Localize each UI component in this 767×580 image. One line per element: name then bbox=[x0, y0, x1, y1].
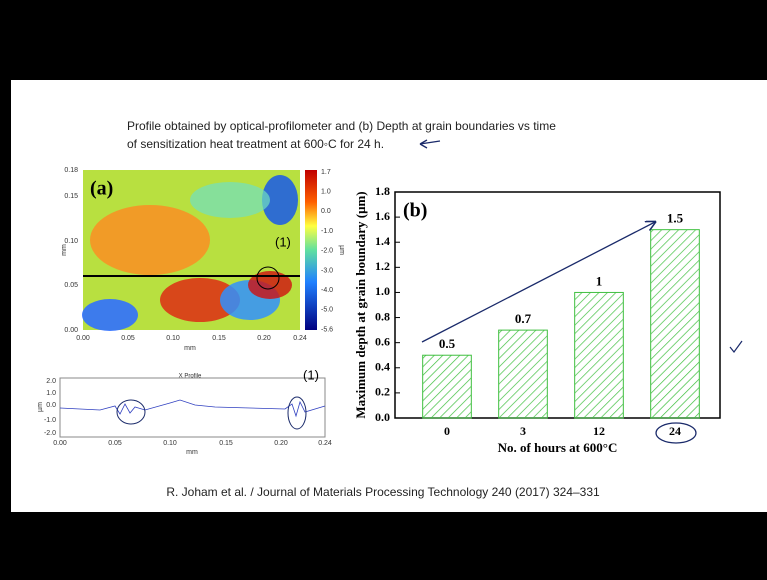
bar bbox=[498, 329, 548, 419]
y-tick-label: 0.8 bbox=[375, 309, 390, 323]
colorbar-tick-label: -2.0 bbox=[321, 248, 333, 255]
y-tick-label: 1.8 bbox=[375, 184, 390, 198]
caption-line: of sensitization heat treatment at 600◦C… bbox=[127, 137, 384, 151]
map-y-tick-label: 0.00 bbox=[64, 327, 78, 334]
colorbar-tick-label: -4.0 bbox=[321, 287, 333, 294]
hand-arrow bbox=[421, 222, 655, 343]
value-label: 0.5 bbox=[439, 336, 456, 351]
value-label: 1.5 bbox=[667, 211, 684, 226]
map-panel-label: (a) bbox=[90, 178, 113, 200]
panel-label: (b) bbox=[403, 200, 427, 222]
y-tick-label: 1.6 bbox=[375, 209, 390, 223]
profile-x-unit: mm bbox=[186, 449, 198, 456]
caption-line: Profile obtained by optical-profilometer… bbox=[127, 119, 556, 133]
profile-y-tick-label: 0.0 bbox=[46, 402, 56, 409]
map-y-tick-label: 0.15 bbox=[64, 193, 78, 200]
map-y-tick-label: 0.18 bbox=[64, 167, 78, 174]
colorbar-tick-label: 1.0 bbox=[321, 189, 331, 196]
profile-y-tick-label: 2.0 bbox=[46, 378, 56, 385]
map-y-tick-label: 0.10 bbox=[64, 238, 78, 245]
plot-frame bbox=[394, 191, 721, 419]
value-label: 0.7 bbox=[515, 311, 532, 326]
y-tick-label: 0.4 bbox=[375, 360, 390, 374]
colorbar-tick-label: -5.6 bbox=[321, 326, 333, 333]
bar bbox=[422, 354, 472, 419]
y-axis-label: Maximum depth at grain boundary (μm) bbox=[353, 191, 368, 418]
colorbar-unit: µm bbox=[338, 245, 345, 255]
profile-y-tick-label: 1.0 bbox=[46, 390, 56, 397]
profile-x-tick-label: 0.10 bbox=[163, 440, 177, 447]
x-tick-label: 0 bbox=[444, 424, 450, 438]
profile-y-unit: µm bbox=[37, 402, 44, 412]
colorbar-tick-label: -3.0 bbox=[321, 267, 333, 274]
map-x-tick-label: 0.05 bbox=[121, 335, 135, 342]
x-axis-label: No. of hours at 600°C bbox=[498, 440, 618, 455]
x-tick-label: 12 bbox=[593, 424, 605, 438]
map-x-tick-label: 0.24 bbox=[293, 335, 307, 342]
map-x-tick-label: 0.00 bbox=[76, 335, 90, 342]
y-tick-label: 0.0 bbox=[375, 410, 390, 424]
hand-circle bbox=[655, 422, 697, 444]
profile-plot bbox=[59, 377, 326, 438]
value-label: 1 bbox=[596, 273, 603, 288]
x-tick-label: 3 bbox=[520, 424, 526, 438]
profile-title: X Profile bbox=[179, 374, 202, 380]
profile-y-tick-label: -1.0 bbox=[44, 417, 56, 424]
map-x-tick-label: 0.20 bbox=[257, 335, 271, 342]
y-tick-label: 0.6 bbox=[375, 334, 390, 348]
map-marker: (1) bbox=[275, 234, 291, 249]
map-y-tick-label: 0.05 bbox=[64, 282, 78, 289]
x-tick-label: 24 bbox=[669, 424, 681, 438]
y-tick-label: 0.2 bbox=[375, 385, 390, 399]
profile-marker: (1) bbox=[303, 367, 319, 382]
hand-arrow bbox=[419, 139, 441, 149]
map-x-tick-label: 0.10 bbox=[166, 335, 180, 342]
colorbar-tick-label: -5.0 bbox=[321, 307, 333, 314]
map-x-unit: mm bbox=[184, 345, 196, 352]
y-tick-label: 1.2 bbox=[375, 259, 390, 273]
profile-y-tick-label: -2.0 bbox=[44, 430, 56, 437]
hand-check bbox=[729, 340, 743, 353]
colorbar-tick-label: 0.0 bbox=[321, 208, 331, 215]
bar bbox=[650, 229, 700, 419]
y-tick-label: 1.4 bbox=[375, 234, 390, 248]
profile-x-tick-label: 0.05 bbox=[108, 440, 122, 447]
bar bbox=[574, 291, 624, 419]
map-x-tick-label: 0.15 bbox=[212, 335, 226, 342]
map-y-unit: mm bbox=[61, 244, 68, 256]
profile-x-tick-label: 0.20 bbox=[274, 440, 288, 447]
profile-map bbox=[82, 170, 317, 331]
y-tick-label: 1.0 bbox=[375, 284, 390, 298]
colorbar-tick-label: 1.7 bbox=[321, 169, 331, 176]
profile-x-tick-label: 0.00 bbox=[53, 440, 67, 447]
profile-x-tick-label: 0.24 bbox=[318, 440, 332, 447]
colorbar-tick-label: -1.0 bbox=[321, 228, 333, 235]
profile-x-tick-label: 0.15 bbox=[219, 440, 233, 447]
citation: R. Joham et al. / Journal of Materials P… bbox=[166, 485, 600, 499]
